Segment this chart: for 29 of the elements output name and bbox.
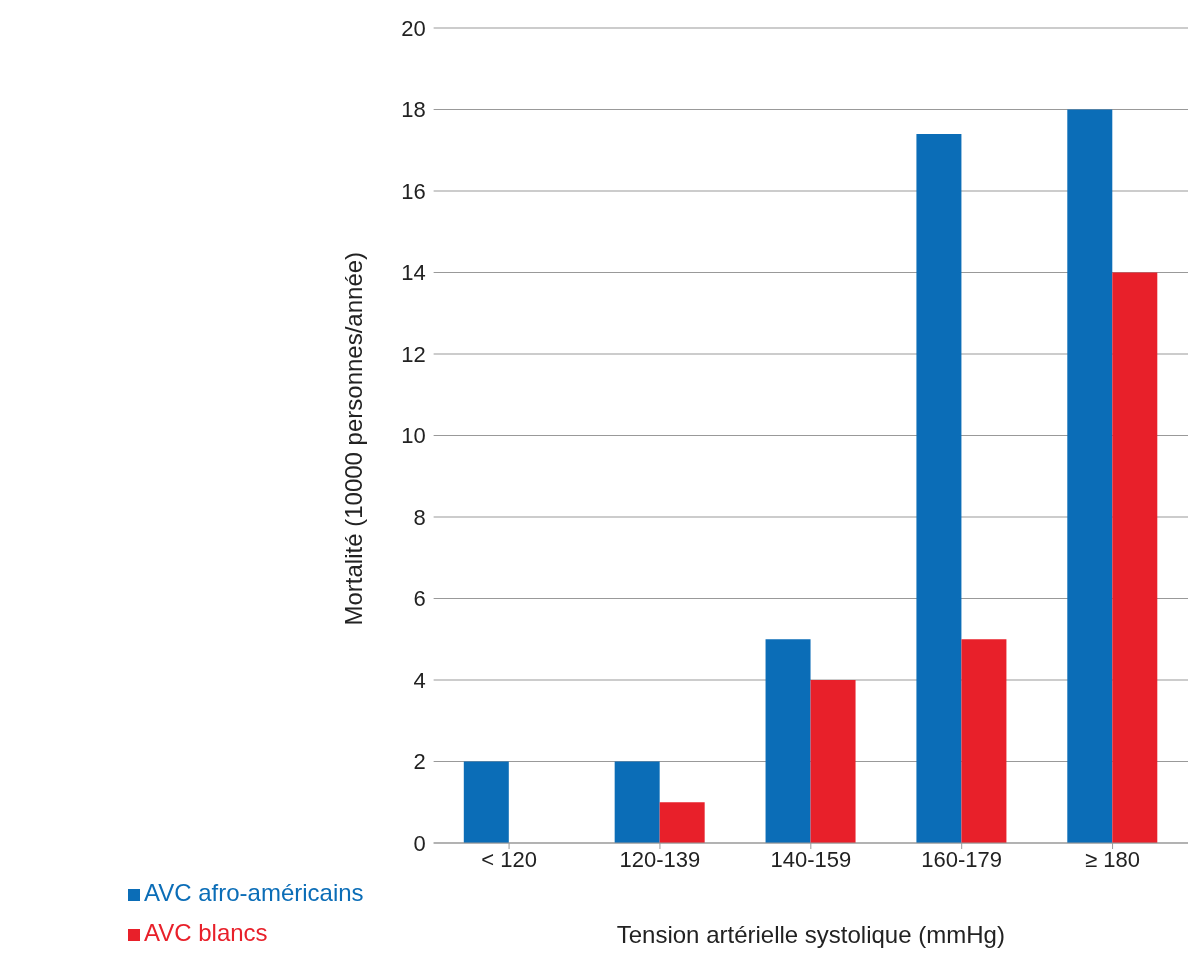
bar [765,639,811,843]
bar [659,802,705,843]
y-tick-label: 10 [401,423,426,449]
bar [614,761,660,843]
y-tick-label: 18 [401,97,426,123]
x-tick-label: < 120 [481,846,537,872]
x-tick-label: 160-179 [921,846,1003,872]
bar [1112,272,1158,843]
y-tick-label: 0 [413,830,426,856]
legend-label: AVC blancs [144,919,268,946]
x-tick-label: ≥ 180 [1085,846,1141,872]
y-tick-label: 2 [413,749,426,775]
x-axis-title: Tension artérielle systolique (mmHg) [616,921,1005,948]
y-tick-label: 16 [401,178,426,204]
y-axis-title: Mortalité (10000 personnes/année) [340,251,368,626]
x-tick-label: 140-159 [770,846,852,872]
legend-label: AVC afro-américains [144,879,364,906]
y-tick-label: 12 [401,341,426,367]
y-tick-label: 6 [413,586,426,612]
y-tick-label: 20 [401,15,426,41]
bar [810,680,856,843]
bar [463,761,509,843]
bar [1067,109,1113,843]
y-tick-label: 4 [413,667,426,693]
y-tick-label: 14 [401,260,426,286]
bar [961,639,1007,843]
bar [916,133,962,843]
y-tick-label: 8 [413,504,426,530]
x-tick-label: 120-139 [619,846,701,872]
